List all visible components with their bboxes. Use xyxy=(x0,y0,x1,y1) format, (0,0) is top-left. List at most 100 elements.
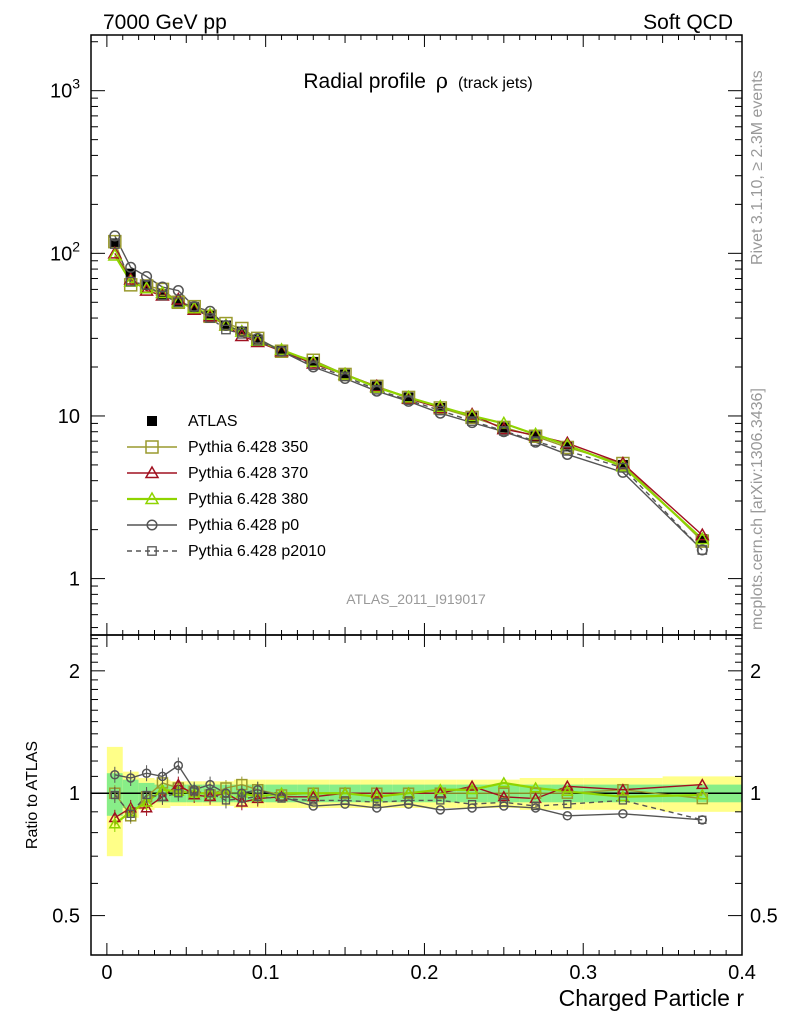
data-point-p2010 xyxy=(498,425,509,436)
data-point-atlas xyxy=(276,344,287,355)
ratio-point-p0 xyxy=(110,770,120,780)
ratio-point-p380 xyxy=(529,781,542,793)
ratio-point-p2010 xyxy=(436,796,445,805)
ratio-point-p370 xyxy=(307,790,320,802)
data-point-atlas xyxy=(157,289,168,300)
data-point-p2010 xyxy=(157,290,168,301)
data-point-p2010 xyxy=(276,346,287,357)
ratio-point-p2010 xyxy=(277,794,286,803)
ratio-point-p2010 xyxy=(221,796,231,805)
ratio-point-p2010 xyxy=(618,796,628,805)
ratio-point-p380 xyxy=(108,817,122,829)
legend-label-p380: Pythia 6.428 380 xyxy=(188,491,308,508)
ratio-point-p2010 xyxy=(372,798,381,807)
data-point-atlas xyxy=(205,309,216,320)
ratio-point-p2010 xyxy=(126,809,135,818)
data-point-p2010 xyxy=(173,297,184,308)
data-point-p370 xyxy=(695,527,710,541)
data-point-p370 xyxy=(139,283,154,296)
data-point-p2010 xyxy=(141,279,152,290)
data-point-p380 xyxy=(464,408,480,422)
data-point-p0 xyxy=(141,270,153,283)
ratio-point-p0 xyxy=(141,768,152,778)
main-panel: Radial profile ρ (track jets) ATLAS_2011… xyxy=(50,34,743,636)
data-point-p2010 xyxy=(340,371,350,382)
data-point-p350 xyxy=(695,534,710,548)
header-right: Soft QCD xyxy=(643,11,733,34)
legend-label-p370: Pythia 6.428 370 xyxy=(188,465,308,482)
data-point-p380 xyxy=(615,458,631,472)
ratio-point-p2010 xyxy=(190,787,199,796)
ratio-point-p2010 xyxy=(563,799,572,809)
ratio-point-p2010 xyxy=(253,792,262,801)
data-point-p370 xyxy=(171,292,186,305)
data-point-p380 xyxy=(107,247,123,261)
data-point-p370 xyxy=(107,245,123,259)
data-point-atlas xyxy=(252,334,263,345)
legend-marker-p0 xyxy=(146,519,158,531)
data-point-p380 xyxy=(139,280,154,294)
ratio-point-p370 xyxy=(465,779,479,791)
data-point-p380 xyxy=(496,415,512,429)
data-point-p350 xyxy=(139,279,154,293)
x-tick-label: 0.3 xyxy=(569,962,597,984)
data-point-p0 xyxy=(109,230,121,242)
ratio-point-p2010 xyxy=(205,789,215,798)
ratio-point-p370 xyxy=(616,783,630,795)
series-line-p0 xyxy=(114,235,703,551)
data-point-atlas xyxy=(236,326,247,337)
data-point-p380 xyxy=(528,426,543,440)
ratio-point-p370 xyxy=(370,786,384,798)
data-point-p2010 xyxy=(205,313,215,323)
main-title-subscript: (track jets) xyxy=(458,75,533,92)
data-point-p2010 xyxy=(562,446,573,456)
ratio-y-tick-label-left: 1 xyxy=(69,783,80,805)
ratio-point-p380 xyxy=(616,790,630,802)
ratio-line-p2010 xyxy=(114,790,703,821)
ratio-point-p380 xyxy=(696,788,709,800)
ratio-plot-area xyxy=(91,746,742,857)
data-point-p380 xyxy=(274,342,289,356)
legend-label-p0: Pythia 6.428 p0 xyxy=(188,517,299,534)
x-axis-label: Charged Particle r xyxy=(559,985,745,1011)
ratio-point-p370 xyxy=(497,790,511,802)
ratio-point-p2010 xyxy=(110,790,119,800)
ratio-point-p370 xyxy=(561,779,574,791)
data-point-p2010 xyxy=(618,462,628,473)
ratio-point-p380 xyxy=(434,783,447,795)
legend-marker-p2010 xyxy=(147,546,157,556)
ratio-point-p380 xyxy=(465,783,479,795)
ratio-frame xyxy=(90,634,743,956)
main-title-symbol: ρ xyxy=(436,69,448,93)
data-point-p2010 xyxy=(697,545,708,555)
data-point-p370 xyxy=(560,435,575,449)
series-line-p380 xyxy=(113,254,704,540)
data-point-p380 xyxy=(186,300,202,314)
data-point-p0 xyxy=(125,261,137,273)
y-tick-label: 103 xyxy=(50,76,80,103)
legend-marker-p380 xyxy=(144,491,160,505)
ratio-point-p370 xyxy=(140,801,153,813)
legend-marker-p350 xyxy=(145,440,159,454)
ratio-line-p380 xyxy=(114,781,703,825)
watermark: ATLAS_2011_I919017 xyxy=(346,591,486,607)
data-point-p2010 xyxy=(189,301,200,312)
ratio-y-tick-label-right: 1 xyxy=(750,783,761,805)
data-point-p370 xyxy=(123,272,138,285)
main-title-label: Radial profile xyxy=(303,70,426,93)
x-tick-label: 0.1 xyxy=(252,962,280,984)
data-point-atlas xyxy=(403,392,414,403)
data-point-p380 xyxy=(695,531,710,545)
ratio-point-p2010 xyxy=(309,796,318,805)
side-label-bottom: mcplots.cern.ch [arXiv:1306.3436] xyxy=(749,388,766,630)
data-point-p370 xyxy=(186,302,202,315)
data-point-p2010 xyxy=(252,335,263,346)
legend-marker-atlas xyxy=(147,416,157,426)
data-point-p380 xyxy=(155,285,170,299)
ratio-line-p0 xyxy=(114,764,703,821)
ratio-point-p380 xyxy=(275,786,288,798)
ratio-point-p380 xyxy=(561,784,574,796)
data-point-p2010 xyxy=(403,395,414,406)
y-tick-label: 10 xyxy=(58,406,80,428)
data-point-p2010 xyxy=(308,360,319,371)
